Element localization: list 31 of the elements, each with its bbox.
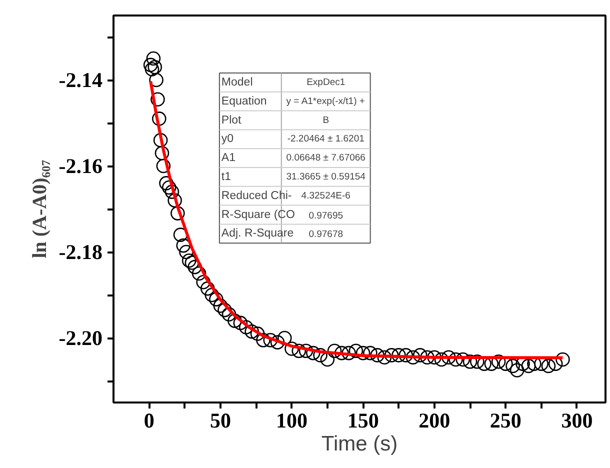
annotation: R-Square (CO [221,208,295,221]
text: -2.14 [58,68,103,92]
annotation: y = A1*exp(-x/t1) + [286,96,366,107]
annotation: B [322,114,330,126]
annotation: 0.97695 [308,210,344,222]
annotation: Equation [221,95,267,108]
x-axis-title: Time (s) [321,432,398,456]
annotation: Model [221,76,253,88]
annotation: Reduced Chi- [221,190,292,202]
annotation: 0.06648 ± 7.67066 [286,152,366,164]
annotation: t1 [221,170,232,183]
x-tick-label: 100 [276,408,308,432]
y-tick-label: -2.20 [58,326,103,350]
annotation: y0 [221,133,234,146]
x-tick-label: 300 [561,408,593,432]
annotation: Adj. R-Square [221,228,294,240]
annotation: 0.97678 [308,229,344,240]
x-tick-label: 0 [144,408,154,432]
y-axis-title: ln (A-A0)₆₀₇ [28,160,51,258]
annotation: 31.3665 ± 0.59154 [286,171,366,182]
x-tick-label: 200 [418,408,450,432]
annotation: Plot [221,114,242,126]
x-tick-label: 250 [490,408,522,432]
annotation: A1 [221,152,236,164]
annotation: 4.32524E-6 [301,190,350,202]
y-tick-label: -2.16 [58,154,103,178]
x-tick-label: 50 [210,408,231,432]
annotation: ExpDec1 [306,76,346,88]
annotation: -2.20464 ± 1.6201 [287,134,364,145]
y-tick-label: -2.18 [58,240,103,264]
x-tick-label: 150 [347,408,379,432]
